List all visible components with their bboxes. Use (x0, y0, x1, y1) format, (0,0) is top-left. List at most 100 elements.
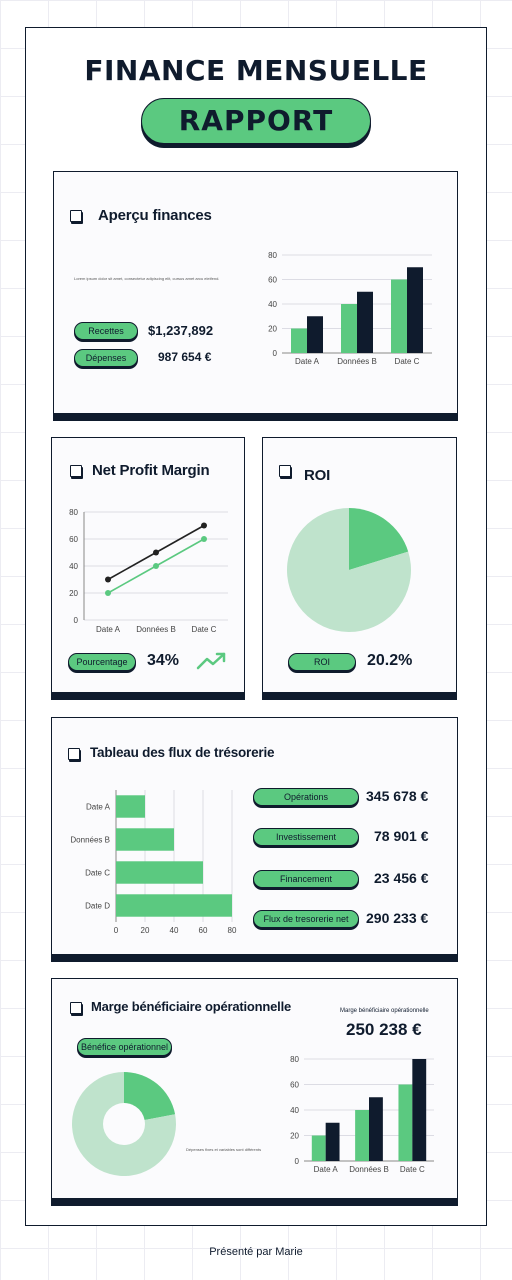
donut-note: Dépenses fixes et variables sont différe… (186, 1147, 262, 1152)
investment-value: 78 901 € (374, 828, 429, 844)
net-profit-point (105, 576, 111, 583)
checkbox-icon (279, 465, 291, 477)
cashflow-bar (116, 795, 145, 818)
net-profit-title: Net Profit Margin (92, 462, 210, 479)
expense-badge: Dépenses (74, 349, 138, 367)
checkbox-icon (68, 748, 80, 760)
margin-bar (325, 1122, 340, 1161)
margin-xtick-label: Date A (314, 1165, 339, 1174)
net-profit-ytick-label: 80 (69, 508, 78, 517)
net-profit-point (153, 563, 159, 569)
percentage-badge: Pourcentage (68, 653, 136, 671)
roi-pie-chart (287, 508, 411, 632)
net-profit-point (201, 536, 207, 542)
checkbox-icon (70, 210, 82, 222)
overview-ytick-label: 80 (268, 251, 277, 260)
net-profit-ytick-label: 20 (69, 589, 78, 598)
overview-bar (307, 316, 323, 353)
report-subtitle-badge: RAPPORT (141, 98, 371, 144)
operating-margin-bar-chart: 0 20 40 60 80 Date A Données B Date C (290, 1055, 434, 1174)
cashflow-bar (116, 861, 203, 884)
operating-margin-side-label: Marge bénéficiaire opérationnelle (340, 1008, 429, 1014)
overview-ytick-label: 0 (273, 349, 278, 358)
overview-bar-chart: 0 20 40 60 80 Date A Données B Date C (268, 251, 432, 366)
operating-margin-donut (72, 1072, 176, 1176)
operating-profit-badge: Bénéfice opérationnel (77, 1038, 172, 1056)
cashflow-xtick-label: 80 (228, 926, 237, 935)
net-profit-xtick-label: Date C (192, 625, 217, 634)
overview-ytick-label: 60 (268, 276, 277, 285)
overview-bar (341, 304, 357, 353)
overview-title: Aperçu finances (98, 207, 212, 224)
income-badge: Recettes (74, 322, 138, 340)
overview-ytick-label: 40 (268, 300, 277, 309)
overview-bar (407, 267, 423, 353)
cashflow-bar (116, 828, 174, 851)
cashflow-title: Tableau des flux de trésorerie (90, 745, 275, 760)
report-title: FINANCE MENSUELLE (84, 54, 428, 87)
cashflow-bar-chart: 0 20 40 60 80 Date A Données B Date C Date D (70, 790, 237, 935)
cashflow-xtick-label: 0 (114, 926, 119, 935)
net-profit-line-chart: 0 20 40 60 80 Date A Données B Date C (69, 508, 228, 634)
margin-xtick-label: Données B (349, 1165, 389, 1174)
net-profit-point (153, 549, 159, 556)
overview-xtick-label: Date C (395, 357, 420, 366)
footer-credit: Présenté par Marie (209, 1246, 303, 1258)
overview-xtick-label: Données B (337, 357, 377, 366)
margin-bar (398, 1084, 413, 1161)
net-profit-ytick-label: 40 (69, 562, 78, 571)
margin-ytick-label: 40 (290, 1106, 299, 1115)
cashflow-xtick-label: 40 (170, 926, 179, 935)
operating-margin-title: Marge bénéficiaire opérationnelle (91, 999, 292, 1014)
operating-margin-side-value: 250 238 € (346, 1020, 422, 1039)
checkbox-icon (70, 1002, 82, 1014)
margin-ytick-label: 20 (290, 1132, 299, 1141)
margin-donut-hole (103, 1103, 145, 1145)
operations-badge: Opérations (253, 788, 359, 806)
net-profit-point (105, 590, 111, 596)
net-profit-card: Net Profit Margin 0 20 40 60 80 Date A Données… (51, 437, 245, 700)
net-profit-ytick-label: 0 (74, 616, 79, 625)
margin-bar (369, 1097, 383, 1161)
margin-bar (355, 1110, 369, 1161)
net-cashflow-badge: Flux de tresorerie net (253, 910, 359, 928)
cashflow-card: Tableau des flux de trésorerie 0 20 40 60 80… (51, 717, 458, 962)
net-profit-xtick-label: Données B (136, 625, 176, 634)
operating-margin-card: Marge bénéficiaire opérationnelle Marge … (51, 978, 458, 1206)
overview-card: Aperçu finances Lorem ipsum dolor sit am… (53, 171, 458, 421)
financing-value: 23 456 € (374, 870, 429, 886)
overview-bar (291, 328, 307, 353)
cashflow-ytick-label: Date D (85, 902, 110, 911)
trend-up-icon (196, 652, 226, 670)
margin-bar (412, 1059, 427, 1161)
net-profit-point (201, 522, 207, 529)
overview-xtick-label: Date A (295, 357, 320, 366)
net-profit-ytick-label: 60 (69, 535, 78, 544)
roi-badge: ROI (288, 653, 356, 671)
income-value: $1,237,892 (148, 323, 214, 338)
financing-badge: Financement (253, 870, 359, 888)
margin-ytick-label: 60 (290, 1081, 299, 1090)
cashflow-ytick-label: Date A (86, 803, 111, 812)
expense-value: 987 654 € (158, 350, 212, 364)
roi-slice (349, 508, 409, 570)
roi-card: ROI ROI 20.2% (262, 437, 457, 700)
cashflow-xtick-label: 20 (141, 926, 150, 935)
overview-bar (391, 279, 407, 353)
cashflow-xtick-label: 60 (199, 926, 208, 935)
overview-ytick-label: 20 (268, 325, 277, 334)
checkbox-icon (70, 465, 82, 477)
cashflow-ytick-label: Date C (85, 869, 110, 878)
net-profit-xtick-label: Date A (96, 625, 121, 634)
margin-ytick-label: 80 (290, 1055, 299, 1064)
roi-title: ROI (304, 467, 331, 484)
roi-slice (287, 508, 411, 632)
margin-bar (311, 1135, 326, 1161)
overview-description: Lorem ipsum dolor sit amet, consectetur … (74, 276, 220, 281)
overview-bar (357, 291, 373, 353)
net-profit-value: 34% (147, 652, 180, 669)
operations-value: 345 678 € (366, 788, 429, 804)
margin-xtick-label: Date C (400, 1165, 425, 1174)
roi-value: 20.2% (367, 652, 413, 669)
net-cashflow-value: 290 233 € (366, 910, 429, 926)
